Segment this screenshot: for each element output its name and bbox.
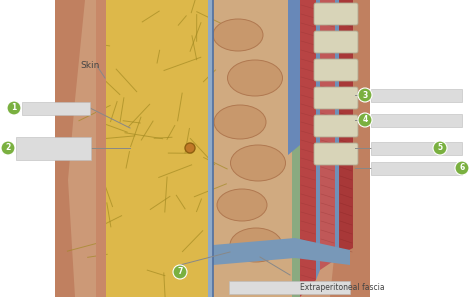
Text: 2: 2	[5, 143, 10, 152]
Circle shape	[358, 113, 372, 127]
Circle shape	[7, 101, 21, 115]
Circle shape	[358, 88, 372, 102]
Text: 6: 6	[459, 164, 465, 173]
Polygon shape	[213, 0, 295, 297]
FancyBboxPatch shape	[314, 87, 358, 109]
FancyBboxPatch shape	[372, 113, 463, 127]
Circle shape	[185, 143, 195, 153]
Polygon shape	[55, 0, 370, 297]
Polygon shape	[292, 0, 300, 297]
Circle shape	[173, 265, 187, 279]
Text: Extraperitoneal fascia: Extraperitoneal fascia	[300, 282, 384, 291]
Text: 3: 3	[363, 91, 368, 99]
Polygon shape	[330, 0, 370, 297]
Polygon shape	[100, 0, 210, 297]
Text: 4: 4	[363, 116, 368, 124]
Circle shape	[455, 161, 469, 175]
Text: 7: 7	[177, 268, 182, 277]
FancyBboxPatch shape	[314, 3, 358, 25]
FancyBboxPatch shape	[314, 31, 358, 53]
Circle shape	[433, 141, 447, 155]
Polygon shape	[335, 0, 339, 260]
Polygon shape	[96, 0, 106, 297]
FancyBboxPatch shape	[16, 137, 91, 159]
Polygon shape	[316, 0, 320, 280]
Polygon shape	[208, 0, 213, 297]
Polygon shape	[339, 0, 353, 255]
Polygon shape	[288, 0, 300, 155]
FancyBboxPatch shape	[21, 102, 91, 115]
Ellipse shape	[228, 60, 283, 96]
FancyBboxPatch shape	[314, 115, 358, 137]
Polygon shape	[320, 0, 335, 270]
FancyBboxPatch shape	[314, 143, 358, 165]
FancyBboxPatch shape	[372, 162, 463, 175]
Text: 1: 1	[11, 103, 17, 113]
FancyBboxPatch shape	[372, 89, 463, 102]
Ellipse shape	[213, 19, 263, 51]
Polygon shape	[55, 0, 85, 297]
Ellipse shape	[230, 228, 282, 262]
Text: Skin: Skin	[80, 61, 100, 70]
Polygon shape	[213, 238, 350, 265]
Ellipse shape	[230, 145, 285, 181]
Circle shape	[1, 141, 15, 155]
Text: 5: 5	[438, 143, 443, 152]
Polygon shape	[300, 0, 316, 297]
FancyBboxPatch shape	[372, 141, 463, 154]
FancyBboxPatch shape	[314, 59, 358, 81]
Ellipse shape	[217, 189, 267, 221]
Ellipse shape	[214, 105, 266, 139]
FancyBboxPatch shape	[229, 280, 350, 293]
